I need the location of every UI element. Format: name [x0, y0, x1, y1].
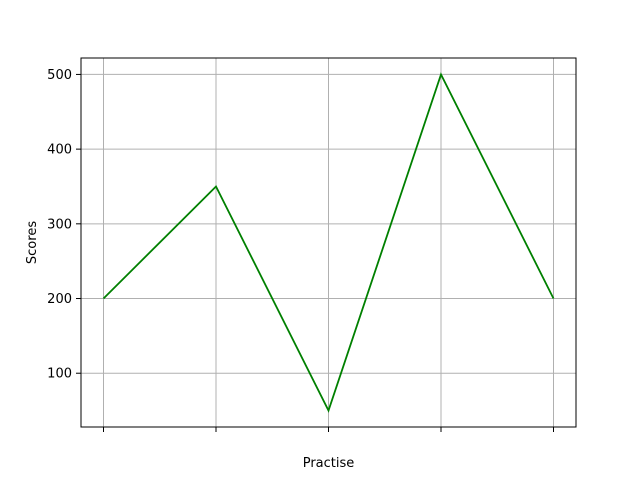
- series-layer: [102, 72, 555, 413]
- x-axis-label: Practise: [303, 456, 355, 471]
- y-tick-label: 500: [47, 68, 72, 83]
- grid-lines: [81, 58, 576, 427]
- y-tick-label: 100: [47, 367, 72, 382]
- y-axis-label: Scores: [25, 221, 40, 264]
- y-tick-label: 300: [47, 217, 72, 232]
- tick-labels: 100 200 300 400 500: [47, 68, 72, 382]
- y-tick-label: 200: [47, 292, 72, 307]
- axis-ticks: [76, 73, 554, 432]
- y-tick-label: 400: [47, 143, 72, 158]
- series-line: [102, 72, 555, 413]
